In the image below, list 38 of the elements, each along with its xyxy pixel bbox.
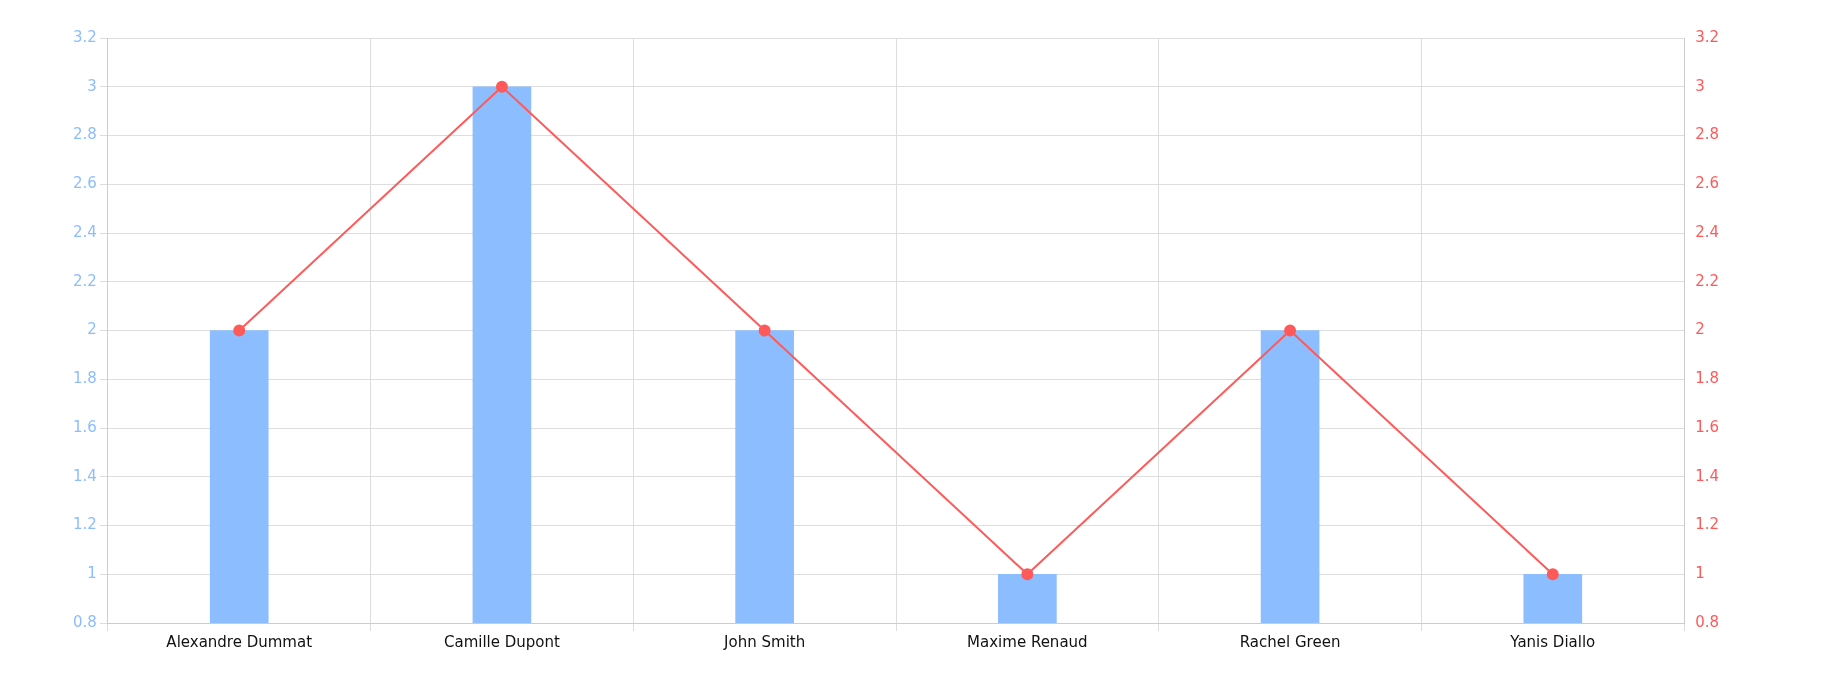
y-tick-label: 1.2: [73, 515, 97, 534]
x-tick-label: Alexandre Dummat: [166, 632, 313, 651]
y2-tick-label: 2.8: [1695, 125, 1719, 144]
y-tick-label: 1.4: [73, 466, 97, 485]
point: [1546, 568, 1559, 581]
y2-tick-label: 2.6: [1695, 174, 1719, 193]
x-tick-label: Camille Dupont: [443, 632, 561, 651]
y-tick-label: 2.6: [73, 174, 97, 193]
point: [1021, 568, 1034, 581]
point: [233, 324, 246, 337]
y2-tick-label: 1.4: [1695, 466, 1719, 485]
y2-tick-label: 2: [1695, 320, 1705, 339]
y2-tick-label: 2.4: [1695, 222, 1719, 241]
x-tick-label: Maxime Renaud: [967, 632, 1088, 651]
y-tick-label: 0.8: [73, 612, 97, 631]
y-tick-label: 2.2: [73, 271, 97, 290]
y-tick-label: 3: [87, 76, 97, 95]
y2-tick-label: 1: [1695, 564, 1705, 583]
y2-tick-label: 3.2: [1695, 27, 1719, 46]
y-tick-label: 1.6: [73, 417, 97, 436]
y2-tick-label: 1.8: [1695, 369, 1719, 388]
y-tick-label: 2.4: [73, 222, 97, 241]
x-tick-label: Yanis Diallo: [1509, 632, 1596, 651]
point: [758, 324, 771, 337]
y-tick-label: 2: [87, 320, 97, 339]
point: [1284, 324, 1297, 337]
y-tick-label: 1: [87, 564, 97, 583]
point: [495, 80, 508, 93]
y2-tick-label: 1.2: [1695, 515, 1719, 534]
x-tick-label: Rachel Green: [1239, 632, 1341, 651]
x-tick-label: John Smith: [723, 632, 806, 651]
y2-tick-label: 2.2: [1695, 271, 1719, 290]
y-tick-label: 1.8: [73, 369, 97, 388]
y2-tick-label: 3: [1695, 76, 1705, 95]
y2-tick-label: 0.8: [1695, 612, 1719, 631]
y-tick-label: 3.2: [73, 27, 97, 46]
y2-tick-label: 1.6: [1695, 417, 1719, 436]
y-tick-label: 2.8: [73, 125, 97, 144]
